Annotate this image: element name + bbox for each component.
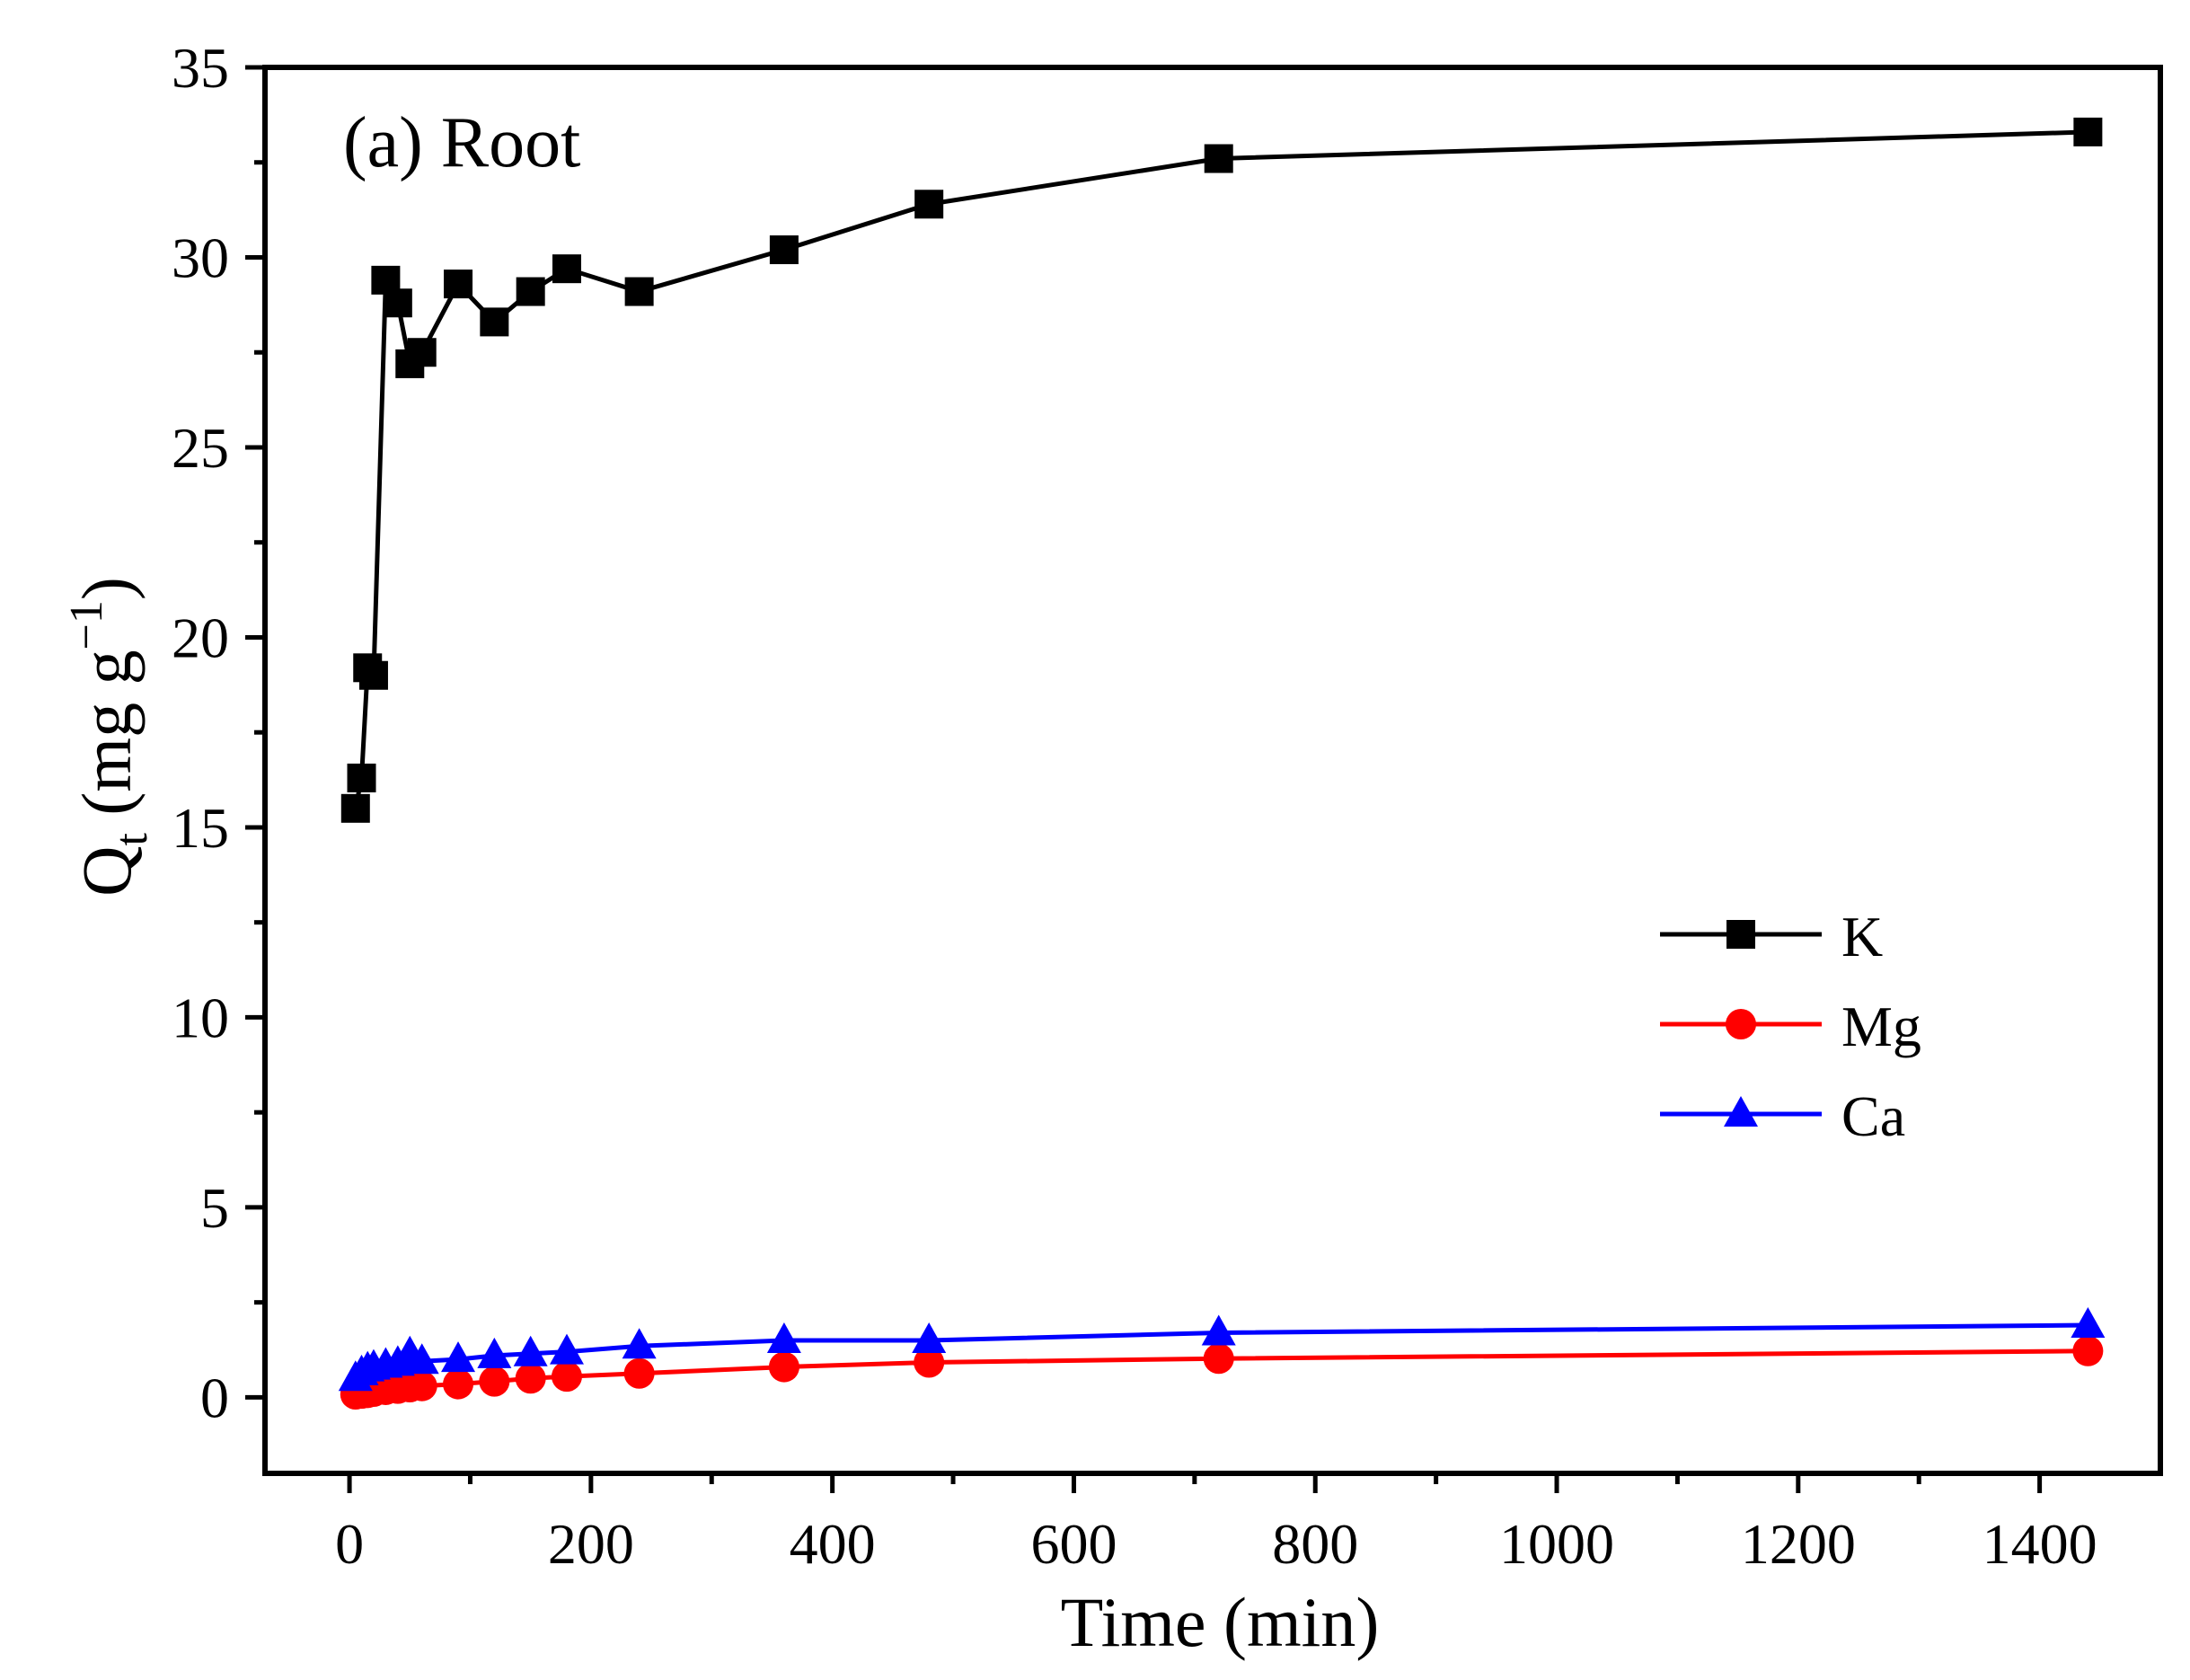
x-tick-label: 800 <box>1272 1512 1358 1576</box>
data-point-k <box>516 277 545 306</box>
data-point-k <box>552 254 581 284</box>
data-point-k <box>347 763 376 792</box>
legend-item-ca: Ca <box>1660 1084 1905 1148</box>
y-axis-title-close: ) <box>67 577 146 600</box>
x-tick-label: 400 <box>790 1512 876 1576</box>
data-point-mg <box>406 1370 437 1401</box>
series-ca <box>338 1307 2106 1392</box>
data-point-ca <box>2071 1307 2106 1339</box>
legend-label-ca: Ca <box>1841 1084 1905 1148</box>
x-tick-label: 0 <box>335 1512 364 1576</box>
series-k <box>340 117 2103 823</box>
legend-marker-k <box>1726 920 1755 949</box>
data-point-mg <box>551 1361 582 1393</box>
y-tick-label: 15 <box>172 796 229 860</box>
y-tick-label: 10 <box>172 986 229 1049</box>
y-axis-title-main: Q <box>67 846 146 897</box>
x-tick-label: 600 <box>1030 1512 1117 1576</box>
y-tick-label: 30 <box>172 225 229 289</box>
legend-label-mg: Mg <box>1841 995 1921 1058</box>
axis-ticks <box>245 65 2043 1493</box>
data-point-ca <box>404 1343 439 1375</box>
data-point-k <box>358 660 388 690</box>
data-point-mg <box>914 1347 945 1378</box>
y-axis-title: Qt (mg g−1) <box>61 577 157 897</box>
data-point-k <box>480 307 509 337</box>
legend-marker-ca <box>1724 1096 1758 1127</box>
y-axis-title-unit: (mg g <box>67 650 146 833</box>
x-tick-label: 200 <box>548 1512 634 1576</box>
data-point-ca <box>1201 1314 1236 1346</box>
legend: K Mg Ca <box>1660 905 1921 1148</box>
data-point-ca <box>766 1322 801 1353</box>
data-point-k <box>340 793 370 823</box>
y-tick-label: 5 <box>200 1176 229 1240</box>
data-point-k <box>383 288 412 318</box>
series-mg <box>340 1335 2104 1410</box>
x-tick-label: 1200 <box>1741 1512 1856 1576</box>
y-tick-label: 35 <box>172 36 229 100</box>
data-point-ca <box>622 1328 657 1359</box>
data-point-ca <box>549 1333 584 1365</box>
data-point-mg <box>768 1351 799 1383</box>
legend-marker-mg <box>1726 1009 1756 1039</box>
data-point-ca <box>441 1341 476 1373</box>
data-point-mg <box>479 1366 510 1397</box>
data-point-mg <box>443 1368 474 1400</box>
data-point-k <box>914 190 944 219</box>
y-tick-label: 0 <box>200 1366 229 1429</box>
legend-label-k: K <box>1841 905 1883 968</box>
y-tick-label: 25 <box>172 416 229 480</box>
data-point-k <box>2073 117 2103 146</box>
y-axis-title-subscript: t <box>106 833 157 846</box>
series-layer <box>338 117 2106 1410</box>
series-line-k <box>353 129 2088 809</box>
x-tick-label: 1400 <box>1982 1512 2097 1576</box>
data-point-k <box>407 338 437 367</box>
data-point-ca <box>912 1322 947 1353</box>
data-point-k <box>624 277 654 306</box>
data-point-k <box>769 235 799 265</box>
x-axis-title: Time (min) <box>1061 1583 1380 1661</box>
data-point-mg <box>2072 1335 2104 1366</box>
plot-frame <box>262 65 2163 1476</box>
tick-labels: 0 200 400 600 800 1000 1200 1400 0 5 10 15 20 25 30 35 <box>172 36 2097 1576</box>
legend-item-k: K <box>1660 905 1883 968</box>
y-tick-label: 20 <box>172 606 229 669</box>
data-point-mg <box>1203 1343 1234 1375</box>
data-point-mg <box>515 1363 546 1394</box>
data-point-k <box>1204 144 1233 173</box>
data-point-mg <box>623 1357 655 1389</box>
data-point-ca <box>513 1335 548 1366</box>
data-point-k <box>444 270 473 299</box>
data-point-ca <box>477 1337 512 1368</box>
y-axis-title-superscript: −1 <box>61 600 112 650</box>
x-tick-label: 1000 <box>1499 1512 1614 1576</box>
legend-item-mg: Mg <box>1660 995 1921 1058</box>
panel-label: (a) Root <box>343 103 580 182</box>
